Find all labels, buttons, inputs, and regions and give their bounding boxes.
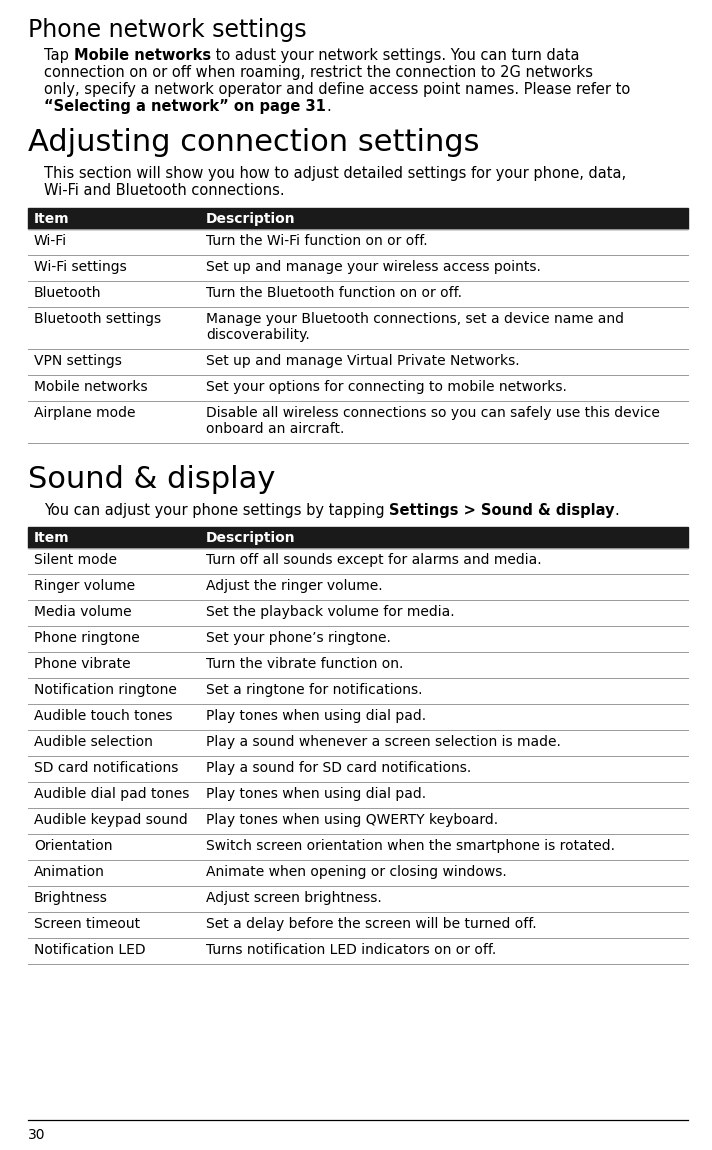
Text: Animation: Animation (34, 865, 105, 879)
Text: Phone vibrate: Phone vibrate (34, 657, 130, 670)
Text: Adjusting connection settings: Adjusting connection settings (28, 128, 479, 158)
Text: Set the playback volume for media.: Set the playback volume for media. (206, 605, 455, 619)
Text: Play a sound whenever a screen selection is made.: Play a sound whenever a screen selection… (206, 735, 561, 749)
Text: Manage your Bluetooth connections, set a device name and: Manage your Bluetooth connections, set a… (206, 312, 624, 325)
Text: Phone ringtone: Phone ringtone (34, 631, 140, 645)
Text: .: . (326, 99, 330, 114)
Bar (28, 208, 688, 229)
Text: Settings > Sound & display: Settings > Sound & display (389, 503, 614, 518)
Text: Set up and manage your wireless access points.: Set up and manage your wireless access p… (206, 260, 541, 274)
Text: Notification ringtone: Notification ringtone (34, 683, 177, 697)
Text: Mobile networks: Mobile networks (34, 380, 147, 394)
Text: Turn the Wi-Fi function on or off.: Turn the Wi-Fi function on or off. (206, 233, 428, 248)
Text: to adust your network settings. You can turn data: to adust your network settings. You can … (211, 48, 579, 63)
Text: Wi-Fi: Wi-Fi (34, 233, 67, 248)
Text: Play a sound for SD card notifications.: Play a sound for SD card notifications. (206, 761, 471, 775)
Text: Item: Item (34, 212, 70, 227)
Text: Play tones when using dial pad.: Play tones when using dial pad. (206, 710, 426, 723)
Text: You can adjust your phone settings by tapping: You can adjust your phone settings by ta… (44, 503, 389, 518)
Text: .: . (614, 503, 619, 518)
Text: VPN settings: VPN settings (34, 354, 122, 368)
Text: Audible selection: Audible selection (34, 735, 153, 749)
Text: Media volume: Media volume (34, 605, 132, 619)
Text: Mobile networks: Mobile networks (73, 48, 211, 63)
Text: Screen timeout: Screen timeout (34, 917, 140, 932)
Text: only, specify a network operator and define access point names. Please refer to: only, specify a network operator and def… (44, 82, 630, 97)
Text: Set a ringtone for notifications.: Set a ringtone for notifications. (206, 683, 422, 697)
Text: Brightness: Brightness (34, 891, 108, 905)
Text: Phone network settings: Phone network settings (28, 18, 307, 43)
Text: Disable all wireless connections so you can safely use this device: Disable all wireless connections so you … (206, 406, 660, 420)
Text: Tap: Tap (44, 48, 73, 63)
Text: SD card notifications: SD card notifications (34, 761, 179, 775)
Text: Audible keypad sound: Audible keypad sound (34, 813, 188, 827)
Text: connection on or off when roaming, restrict the connection to 2G networks: connection on or off when roaming, restr… (44, 66, 593, 80)
Text: Bluetooth: Bluetooth (34, 286, 102, 300)
Text: “Selecting a network” on page 31: “Selecting a network” on page 31 (44, 99, 326, 114)
Text: onboard an aircraft.: onboard an aircraft. (206, 422, 345, 436)
Text: Audible touch tones: Audible touch tones (34, 710, 172, 723)
Text: 30: 30 (28, 1128, 46, 1142)
Text: This section will show you how to adjust detailed settings for your phone, data,: This section will show you how to adjust… (44, 166, 626, 181)
Text: Description: Description (206, 531, 295, 545)
Text: Notification LED: Notification LED (34, 943, 146, 957)
Text: Play tones when using dial pad.: Play tones when using dial pad. (206, 787, 426, 802)
Text: discoverability.: discoverability. (206, 328, 310, 342)
Text: Wi-Fi settings: Wi-Fi settings (34, 260, 127, 274)
Text: Description: Description (206, 212, 295, 227)
Text: Animate when opening or closing windows.: Animate when opening or closing windows. (206, 865, 507, 879)
Text: Adjust screen brightness.: Adjust screen brightness. (206, 891, 382, 905)
Text: Turn the Bluetooth function on or off.: Turn the Bluetooth function on or off. (206, 286, 462, 300)
Text: Audible dial pad tones: Audible dial pad tones (34, 787, 189, 802)
Text: Set up and manage Virtual Private Networks.: Set up and manage Virtual Private Networ… (206, 354, 520, 368)
Text: Bluetooth settings: Bluetooth settings (34, 312, 161, 325)
Text: Turn off all sounds except for alarms and media.: Turn off all sounds except for alarms an… (206, 553, 542, 567)
Text: Set your phone’s ringtone.: Set your phone’s ringtone. (206, 631, 391, 645)
Text: Sound & display: Sound & display (28, 465, 276, 494)
Text: Silent mode: Silent mode (34, 553, 117, 567)
Text: Airplane mode: Airplane mode (34, 406, 135, 420)
Text: Turn the vibrate function on.: Turn the vibrate function on. (206, 657, 404, 670)
Text: Wi-Fi and Bluetooth connections.: Wi-Fi and Bluetooth connections. (44, 183, 285, 198)
Text: Turns notification LED indicators on or off.: Turns notification LED indicators on or … (206, 943, 496, 957)
Bar (28, 527, 688, 549)
Text: Set your options for connecting to mobile networks.: Set your options for connecting to mobil… (206, 380, 567, 394)
Text: Set a delay before the screen will be turned off.: Set a delay before the screen will be tu… (206, 917, 537, 932)
Text: Play tones when using QWERTY keyboard.: Play tones when using QWERTY keyboard. (206, 813, 498, 827)
Text: Orientation: Orientation (34, 840, 112, 853)
Text: Item: Item (34, 531, 70, 545)
Text: Adjust the ringer volume.: Adjust the ringer volume. (206, 578, 382, 593)
Text: Ringer volume: Ringer volume (34, 578, 135, 593)
Text: Switch screen orientation when the smartphone is rotated.: Switch screen orientation when the smart… (206, 840, 615, 853)
